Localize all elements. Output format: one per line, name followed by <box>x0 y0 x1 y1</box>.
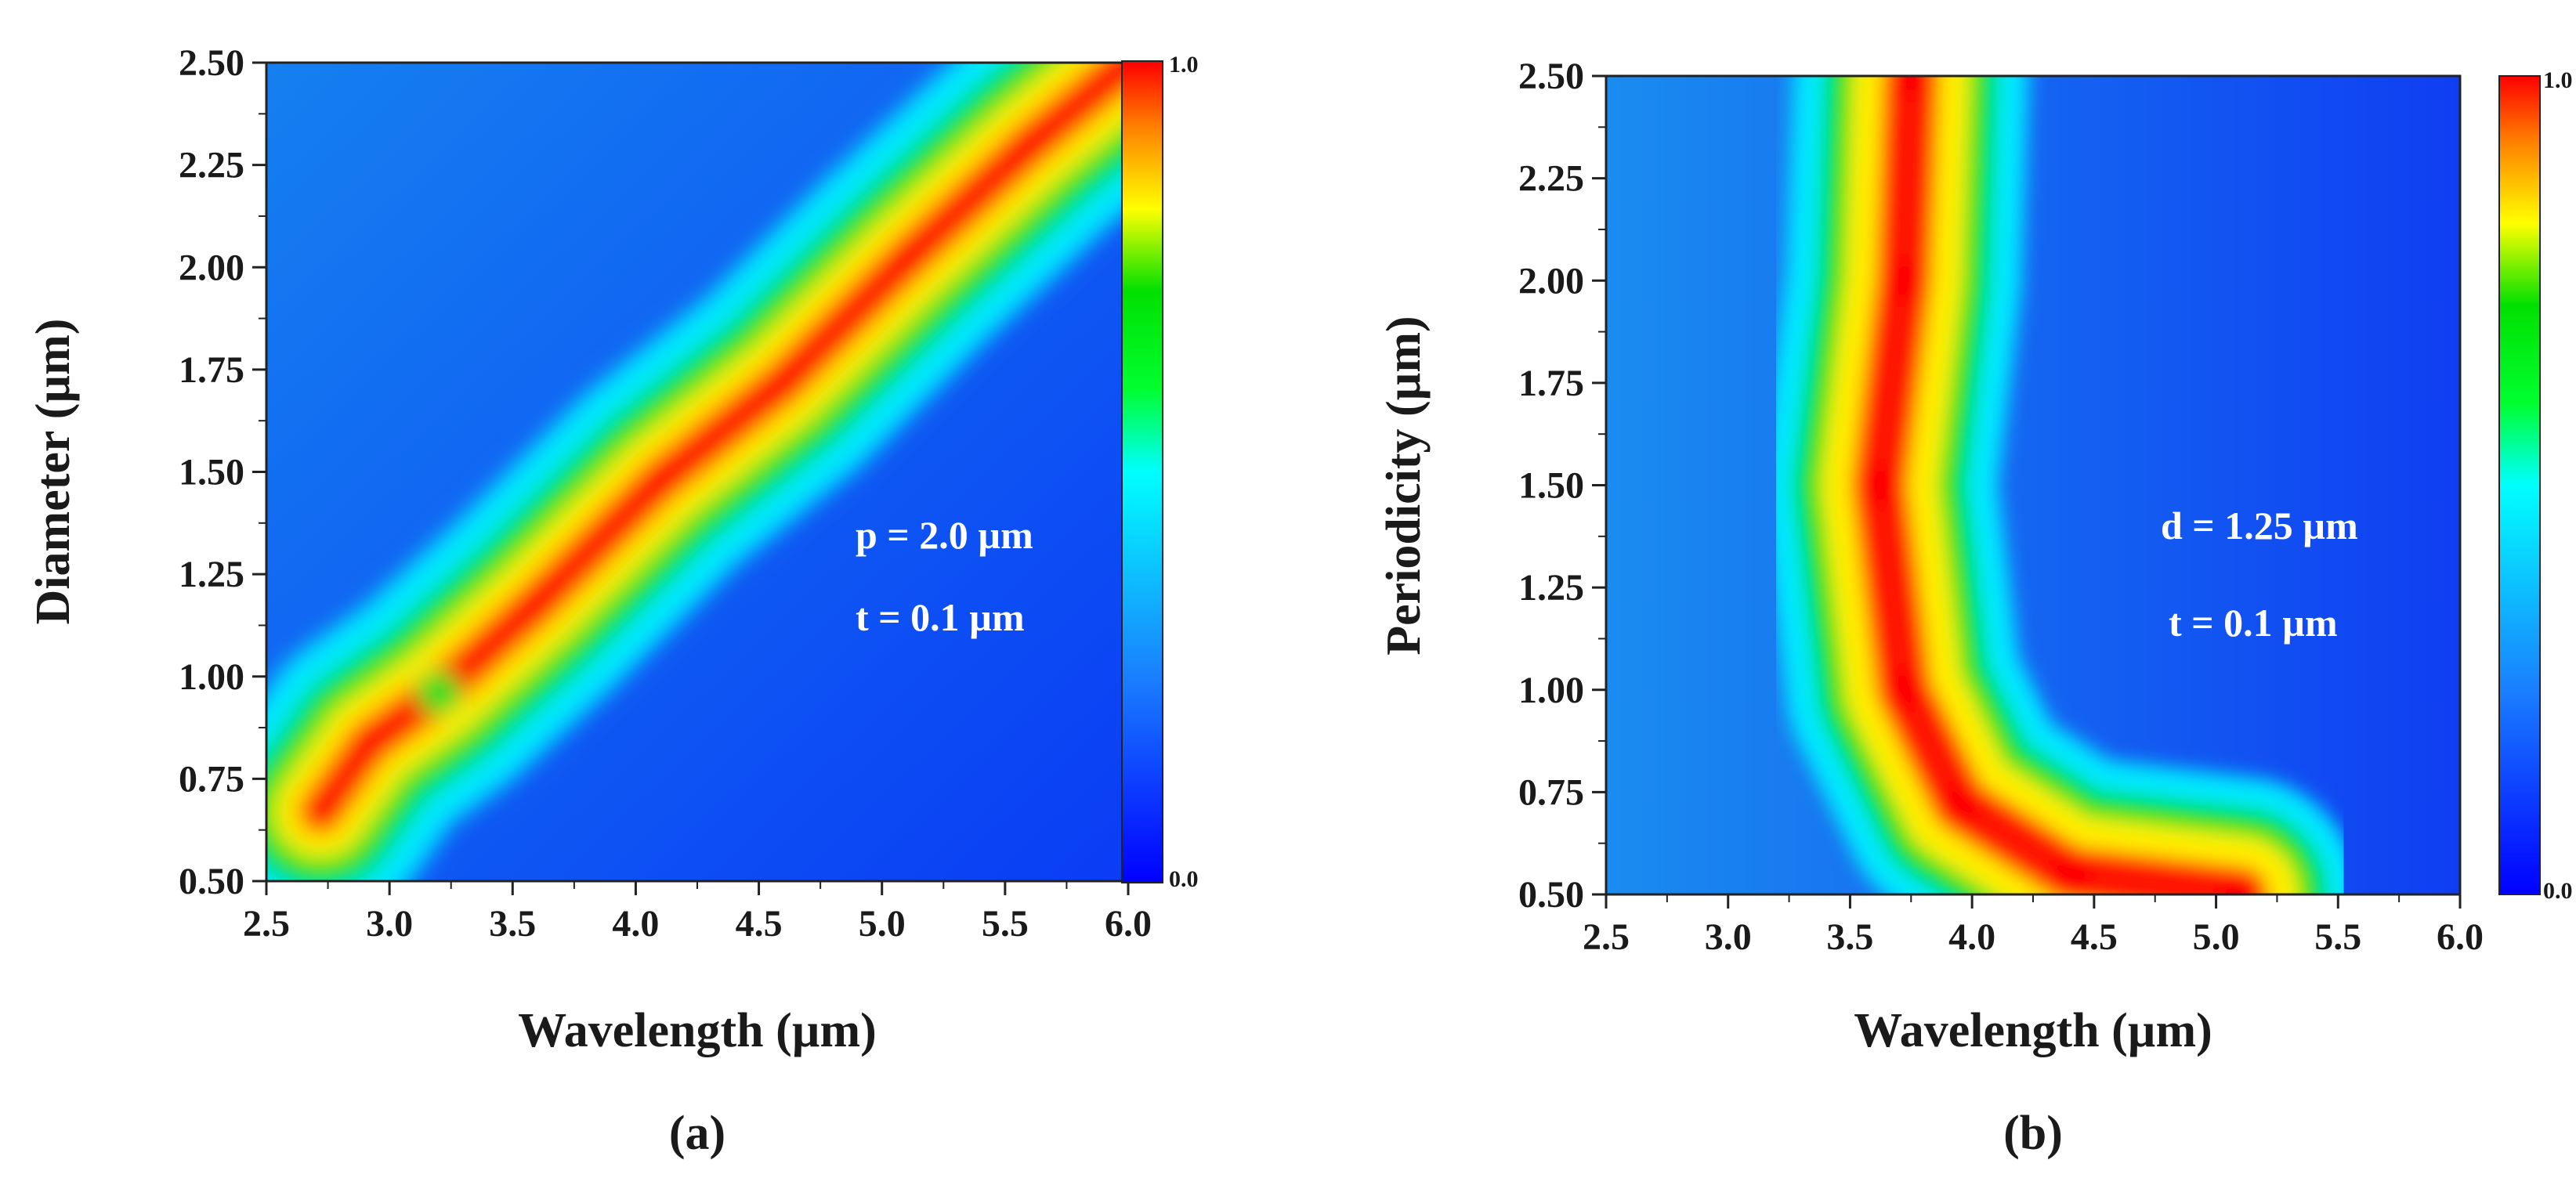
x-tick-label: 3.5 <box>1826 916 1873 958</box>
x-tick-label: 3.5 <box>489 903 536 945</box>
heatmap-b-band <box>1761 76 2358 894</box>
ridge-point <box>1937 782 1982 827</box>
x-tick-label: 4.0 <box>1948 916 1995 958</box>
panel-a: 2.5 3.0 3.5 4.0 4.5 5.0 5.5 6.0 0.50 0.75 1.00 1.25… <box>27 42 1199 1160</box>
y-tick-label: 2.25 <box>1518 158 1584 200</box>
y-tick-label: 1.25 <box>1518 567 1584 609</box>
y-tick-label: 0.75 <box>179 758 244 800</box>
y-tick-label: 2.25 <box>179 145 244 186</box>
x-tick-label: 2.5 <box>243 903 290 945</box>
colorbar-a-max-label: 1.0 <box>1169 52 1199 78</box>
y-tick-label: 2.50 <box>179 42 244 84</box>
ridge-point <box>1857 463 1901 508</box>
x-tick-label: 5.5 <box>982 903 1029 945</box>
x-tick-label: 5.0 <box>2193 916 2240 958</box>
ridge-point <box>298 789 343 834</box>
y-tick-label: 1.75 <box>179 349 244 391</box>
ridge-point <box>2047 851 2092 894</box>
y-axis-title-a: Diameter (µm) <box>27 319 80 625</box>
y-tick-label: 0.75 <box>1518 771 1584 813</box>
ridge-point <box>515 580 559 625</box>
ridge-point <box>417 670 461 715</box>
annotation-b-thickness: t = 0.1 µm <box>2169 601 2338 645</box>
annotation-a-periodicity: p = 2.0 µm <box>856 513 1033 557</box>
x-tick-label: 3.0 <box>1705 916 1752 958</box>
panel-label-b: (b) <box>2003 1107 2063 1160</box>
x-axis-title-b: Wavelength (µm) <box>1854 1004 2212 1057</box>
ridge-point <box>885 237 929 281</box>
colorbar-b-max-label: 1.0 <box>2543 67 2573 93</box>
x-axis-title-a: Wavelength (µm) <box>518 1004 877 1057</box>
y-tick-label: 2.50 <box>1518 56 1584 97</box>
x-tick-label: 5.5 <box>2314 916 2361 958</box>
y-tick-label: 2.00 <box>179 247 244 288</box>
colorbar-b <box>2498 75 2541 895</box>
panel-b: 2.5 3.0 3.5 4.0 4.5 5.0 5.5 6.0 0.50 0.75 1.00 1.25… <box>1377 56 2573 1160</box>
ridge-point <box>348 720 392 764</box>
x-tick-label: 4.5 <box>736 903 783 945</box>
panel-label-a: (a) <box>669 1107 725 1160</box>
ridge-point <box>638 457 682 502</box>
x-tick-label: 2.5 <box>1583 916 1630 958</box>
axes-a: 2.5 3.0 3.5 4.0 4.5 5.0 5.5 6.0 0.50 0.75 1.00 1.25… <box>179 42 1152 945</box>
ridge-point <box>1889 76 1934 98</box>
y-tick-label: 2.00 <box>1518 260 1584 302</box>
axes-b: 2.5 3.0 3.5 4.0 4.5 5.0 5.5 6.0 0.50 0.75 1.00 1.25… <box>1518 56 2484 958</box>
ridge-point <box>1008 122 1052 167</box>
y-tick-label: 1.25 <box>179 554 244 595</box>
annotation-a-thickness: t = 0.1 µm <box>856 595 1025 639</box>
ridge-point <box>2218 872 2263 894</box>
y-axis-title-b: Periodicity (µm) <box>1377 316 1431 655</box>
colorbar-b-min-label: 0.0 <box>2543 878 2573 904</box>
y-tick-label: 1.00 <box>1518 670 1584 711</box>
heatmap-a-band <box>266 63 1128 881</box>
colorbar-a <box>1121 60 1163 883</box>
colorbar-a-min-label: 0.0 <box>1169 866 1199 892</box>
y-tick-label: 1.75 <box>1518 363 1584 404</box>
annotation-b-diameter: d = 1.25 µm <box>2161 504 2358 547</box>
x-tick-label: 4.5 <box>2071 916 2118 958</box>
ridge-point <box>1881 667 1926 712</box>
x-tick-label: 6.0 <box>2437 916 2484 958</box>
ridge-point <box>1881 258 1926 303</box>
y-tick-label: 0.50 <box>1518 874 1584 916</box>
x-tick-label: 5.0 <box>859 903 906 945</box>
x-tick-label: 6.0 <box>1105 903 1152 945</box>
ridge-point <box>762 359 805 404</box>
x-tick-label: 3.0 <box>366 903 413 945</box>
y-tick-label: 1.50 <box>1518 465 1584 507</box>
y-tick-label: 1.00 <box>179 656 244 698</box>
x-tick-label: 4.0 <box>612 903 659 945</box>
y-tick-label: 0.50 <box>179 861 244 902</box>
y-tick-label: 1.50 <box>179 452 244 493</box>
